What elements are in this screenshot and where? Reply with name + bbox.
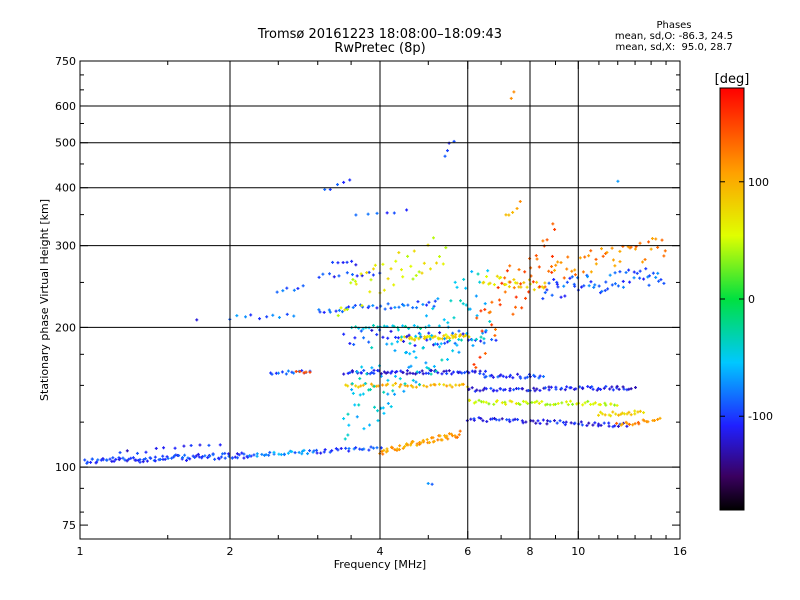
phase-stats-title: Phases: [656, 20, 692, 31]
phase-stats-x: mean, sd,X: 95.0, 28.7: [615, 42, 733, 53]
y-axis: 75 100 200 300 400 500 600 750: [55, 55, 680, 532]
y-tick-label: 300: [55, 240, 76, 253]
y-tick-label: 75: [62, 519, 76, 532]
x-tick-label: 16: [673, 545, 687, 558]
x-tick-label: 2: [227, 545, 234, 558]
chart-title: Tromsø 20161223 18:08:00–18:09:43: [257, 27, 503, 42]
x-tick-label: 8: [527, 545, 534, 558]
y-tick-label: 100: [55, 461, 76, 474]
x-tick-label: 6: [464, 545, 471, 558]
colorbar-tick-label: -100: [748, 410, 773, 423]
y-axis-label: Stationary phase Virtual Height [km]: [38, 199, 51, 401]
colorbar-ticks: 100 0 -100: [720, 176, 773, 423]
colorbar-unit: [deg]: [715, 72, 750, 87]
y-tick-label: 600: [55, 100, 76, 113]
colorbar-tick-label: 0: [748, 293, 755, 306]
scatter-points: [83, 90, 667, 486]
chart-subtitle: RwPretec (8p): [334, 41, 426, 56]
phase-stats: Phases mean, sd,O: -86.3, 24.5 mean, sd,…: [584, 20, 764, 53]
colorbar-tick-label: 100: [748, 176, 769, 189]
x-axis-label: Frequency [MHz]: [334, 558, 426, 571]
x-tick-label: 1: [77, 545, 84, 558]
grid-lines: [80, 61, 680, 539]
y-tick-label: 500: [55, 137, 76, 150]
y-tick-label: 400: [55, 182, 76, 195]
x-tick-label: 10: [571, 545, 585, 558]
x-tick-label: 4: [377, 545, 384, 558]
y-tick-label: 750: [55, 55, 76, 68]
phase-stats-o: mean, sd,O: -86.3, 24.5: [614, 31, 734, 42]
x-axis: 1 2 4 6 8 10 16: [77, 61, 687, 558]
y-tick-label: 200: [55, 321, 76, 334]
